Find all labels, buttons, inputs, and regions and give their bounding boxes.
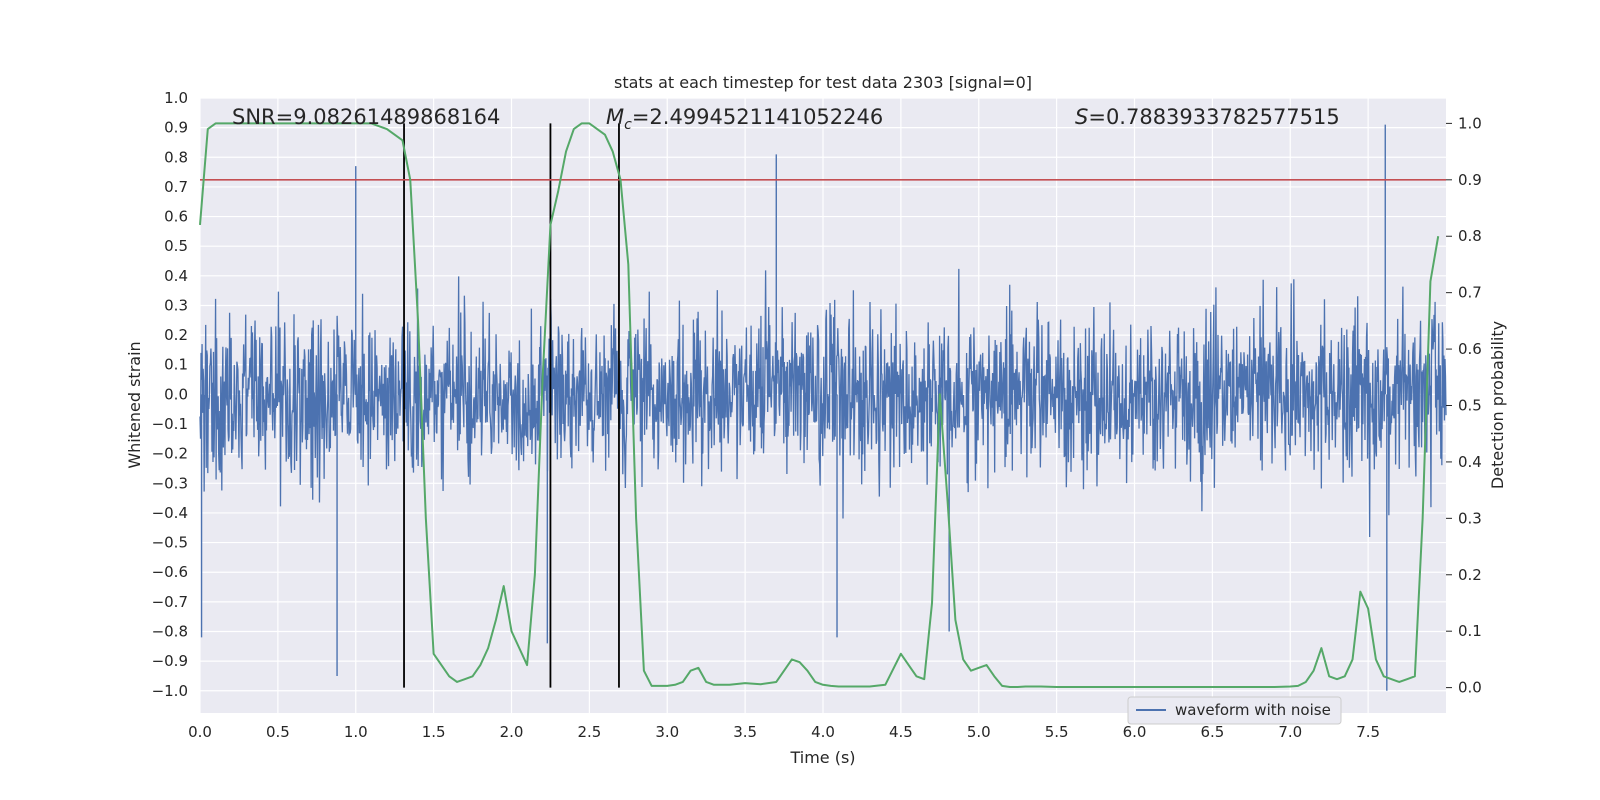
x-tick-label: 0.0 [188,723,212,741]
x-tick-label: 2.0 [500,723,524,741]
s-symbol: S [1075,105,1088,129]
legend-label: waveform with noise [1175,701,1331,719]
chirp-mass-value: =2.4994521141052246 [632,105,883,129]
waveform-trace [199,268,1447,538]
x-tick-label: 6.0 [1123,723,1147,741]
x-tick-label: 5.0 [967,723,991,741]
y-tick-label: 1.0 [164,89,188,107]
x-tick-label: 1.0 [344,723,368,741]
s-value: =0.7883933782577515 [1088,105,1339,129]
y-tick-label: 0.0 [164,385,188,403]
y-tick-label: −1.0 [152,682,188,700]
y-tick-label: −0.8 [152,622,188,640]
y-tick-labels: −1.0 −0.9 −0.8 −0.7 −0.6 −0.5 −0.4 −0.3 −0.2 −0.1… [152,89,188,700]
y-tick-label: −0.1 [152,415,188,433]
probability-line [199,122,1440,689]
x-tick-label: 4.0 [811,723,835,741]
y-axis-label: Whitened strain [125,341,144,468]
x-tick-label: 7.5 [1356,723,1380,741]
probability-series [199,122,1440,689]
y-tick-label: −0.2 [152,445,188,463]
y-tick-label: −0.7 [152,593,188,611]
vertical-markers [403,123,620,688]
chart-title: stats at each timestep for test data 230… [614,73,1032,92]
y-tick-label: 0.5 [164,237,188,255]
y2-tick-label: 0.4 [1458,453,1482,471]
x-tick-label: 1.5 [422,723,446,741]
x-axis-label: Time (s) [789,748,855,767]
x-tick-label: 4.5 [889,723,913,741]
chirp-mass-subscript: c [624,117,632,133]
y-tick-label: −0.4 [152,504,188,522]
y-tick-label: −0.6 [152,563,188,581]
y2-tick-label: 0.2 [1458,566,1482,584]
y2-tick-label: 0.6 [1458,340,1482,358]
y2-tick-label: 0.9 [1458,171,1482,189]
y-tick-label: 0.6 [164,208,188,226]
x-tick-labels: 0.0 0.5 1.0 1.5 2.0 2.5 3.0 3.5 4.0 4.5 5.0 5.5 6.0 6… [188,723,1380,741]
y-tick-label: 0.3 [164,296,188,314]
snr-annotation: SNR=9.08261489868164 [232,105,500,129]
y2-tick-label: 0.8 [1458,227,1482,245]
x-tick-label: 3.5 [733,723,757,741]
legend-box [1127,696,1342,725]
y2-tick-label: 0.7 [1458,284,1482,302]
x-tick-label: 0.5 [266,723,290,741]
y2-tick-label: 0.1 [1458,622,1482,640]
y-tick-label: −0.5 [152,534,188,552]
chirp-mass-symbol: M [606,105,624,129]
y2-axis-label: Detection probability [1488,321,1507,489]
y-tick-label: 0.2 [164,326,188,344]
x-tick-label: 2.5 [577,723,601,741]
y2-tick-label: 1.0 [1458,114,1482,132]
x-tick-label: 3.0 [655,723,679,741]
y-tick-label: 0.7 [164,178,188,196]
y2-tick-label: 0.5 [1458,397,1482,415]
chirp-mass-annotation: Mc=2.4994521141052246 [606,105,883,133]
y2-tick-label: 0.0 [1458,679,1482,697]
y-tick-label: −0.9 [152,652,188,670]
s-annotation: S=0.7883933782577515 [1075,105,1340,129]
y-tick-label: 0.1 [164,356,188,374]
x-tick-label: 6.5 [1200,723,1224,741]
x-tick-label: 7.0 [1278,723,1302,741]
y2-tick-labels: 0.0 0.1 0.2 0.3 0.4 0.5 0.6 0.7 0.8 0.9 1.0 [1446,114,1482,697]
y2-tick-label: 0.3 [1458,509,1482,527]
y-tick-label: −0.3 [152,474,188,492]
y-tick-label: 0.4 [164,267,188,285]
y-tick-label: 0.8 [164,148,188,166]
x-tick-label: 5.5 [1045,723,1069,741]
y-tick-label: 0.9 [164,119,188,137]
legend: waveform with noise [1127,696,1342,725]
